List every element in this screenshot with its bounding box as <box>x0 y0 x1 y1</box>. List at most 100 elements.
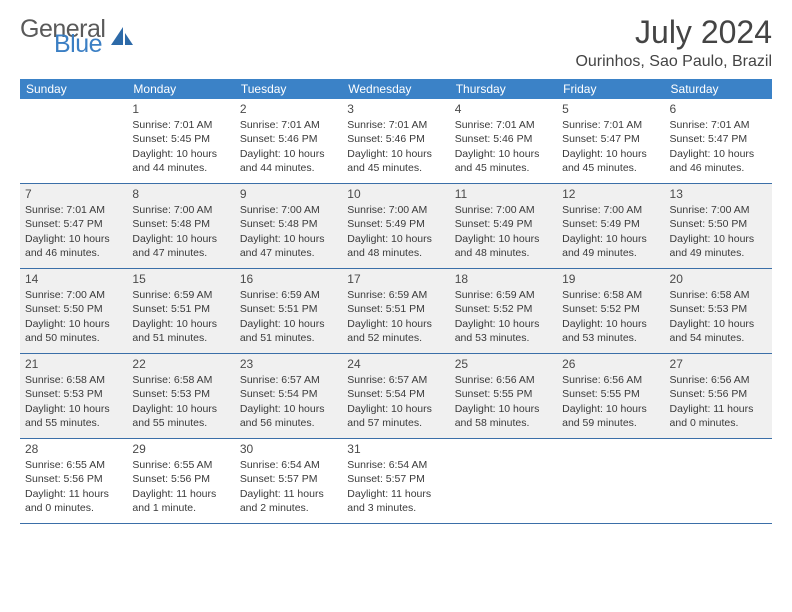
day-number: 9 <box>240 186 337 202</box>
info-line: and 47 minutes. <box>132 246 229 260</box>
info-line: Sunrise: 7:00 AM <box>670 203 767 217</box>
info-line: Sunset: 5:52 PM <box>455 302 552 316</box>
info-line: and 45 minutes. <box>347 161 444 175</box>
info-line: Sunrise: 7:01 AM <box>562 118 659 132</box>
info-line: Sunrise: 6:56 AM <box>455 373 552 387</box>
logo: General Blue <box>20 18 135 55</box>
day-number: 18 <box>455 271 552 287</box>
info-line: Daylight: 10 hours <box>455 232 552 246</box>
info-line: and 53 minutes. <box>562 331 659 345</box>
info-line: Sunset: 5:48 PM <box>132 217 229 231</box>
day-number: 17 <box>347 271 444 287</box>
info-line: Sunset: 5:48 PM <box>240 217 337 231</box>
info-line: Sunrise: 7:01 AM <box>25 203 122 217</box>
day-number: 22 <box>132 356 229 372</box>
day-cell: 7Sunrise: 7:01 AMSunset: 5:47 PMDaylight… <box>20 184 127 268</box>
info-line: and 0 minutes. <box>670 416 767 430</box>
day-header: Tuesday <box>235 79 342 99</box>
day-cell: 28Sunrise: 6:55 AMSunset: 5:56 PMDayligh… <box>20 439 127 523</box>
day-cell: 6Sunrise: 7:01 AMSunset: 5:47 PMDaylight… <box>665 99 772 183</box>
info-line: and 58 minutes. <box>455 416 552 430</box>
day-number: 25 <box>455 356 552 372</box>
day-number: 13 <box>670 186 767 202</box>
info-line: and 2 minutes. <box>240 501 337 515</box>
day-cell <box>450 439 557 523</box>
info-line: Sunset: 5:53 PM <box>132 387 229 401</box>
info-line: Sunrise: 7:01 AM <box>240 118 337 132</box>
info-line: and 45 minutes. <box>455 161 552 175</box>
day-cell <box>20 99 127 183</box>
info-line: Daylight: 10 hours <box>240 232 337 246</box>
day-number: 4 <box>455 101 552 117</box>
day-cell: 27Sunrise: 6:56 AMSunset: 5:56 PMDayligh… <box>665 354 772 438</box>
day-cell: 5Sunrise: 7:01 AMSunset: 5:47 PMDaylight… <box>557 99 664 183</box>
info-line: Sunrise: 6:56 AM <box>670 373 767 387</box>
info-line: Sunset: 5:51 PM <box>132 302 229 316</box>
day-header: Saturday <box>665 79 772 99</box>
info-line: Sunrise: 6:59 AM <box>132 288 229 302</box>
day-number: 16 <box>240 271 337 287</box>
day-cell: 13Sunrise: 7:00 AMSunset: 5:50 PMDayligh… <box>665 184 772 268</box>
week-row: 7Sunrise: 7:01 AMSunset: 5:47 PMDaylight… <box>20 184 772 269</box>
day-headers-row: SundayMondayTuesdayWednesdayThursdayFrid… <box>20 79 772 99</box>
info-line: Daylight: 10 hours <box>132 402 229 416</box>
info-line: Sunrise: 6:59 AM <box>347 288 444 302</box>
info-line: Sunrise: 6:58 AM <box>132 373 229 387</box>
info-line: Sunrise: 6:56 AM <box>562 373 659 387</box>
day-number: 30 <box>240 441 337 457</box>
day-cell: 18Sunrise: 6:59 AMSunset: 5:52 PMDayligh… <box>450 269 557 353</box>
day-cell: 20Sunrise: 6:58 AMSunset: 5:53 PMDayligh… <box>665 269 772 353</box>
info-line: Daylight: 10 hours <box>562 147 659 161</box>
info-line: Sunrise: 6:58 AM <box>670 288 767 302</box>
week-row: 1Sunrise: 7:01 AMSunset: 5:45 PMDaylight… <box>20 99 772 184</box>
info-line: Sunset: 5:50 PM <box>670 217 767 231</box>
info-line: Sunset: 5:54 PM <box>240 387 337 401</box>
day-number: 8 <box>132 186 229 202</box>
info-line: Daylight: 10 hours <box>25 317 122 331</box>
info-line: and 44 minutes. <box>132 161 229 175</box>
info-line: Sunset: 5:52 PM <box>562 302 659 316</box>
info-line: Sunset: 5:46 PM <box>347 132 444 146</box>
day-cell: 19Sunrise: 6:58 AMSunset: 5:52 PMDayligh… <box>557 269 664 353</box>
info-line: and 53 minutes. <box>455 331 552 345</box>
info-line: and 0 minutes. <box>25 501 122 515</box>
info-line: Daylight: 10 hours <box>455 317 552 331</box>
info-line: Daylight: 10 hours <box>25 232 122 246</box>
info-line: and 48 minutes. <box>347 246 444 260</box>
info-line: and 55 minutes. <box>25 416 122 430</box>
day-cell: 21Sunrise: 6:58 AMSunset: 5:53 PMDayligh… <box>20 354 127 438</box>
info-line: and 55 minutes. <box>132 416 229 430</box>
day-number: 31 <box>347 441 444 457</box>
day-header: Wednesday <box>342 79 449 99</box>
info-line: Sunset: 5:53 PM <box>670 302 767 316</box>
info-line: Sunset: 5:51 PM <box>347 302 444 316</box>
info-line: Sunset: 5:46 PM <box>455 132 552 146</box>
day-number: 2 <box>240 101 337 117</box>
info-line: Sunrise: 7:01 AM <box>132 118 229 132</box>
info-line: and 59 minutes. <box>562 416 659 430</box>
day-cell: 10Sunrise: 7:00 AMSunset: 5:49 PMDayligh… <box>342 184 449 268</box>
info-line: Sunset: 5:47 PM <box>670 132 767 146</box>
day-number: 5 <box>562 101 659 117</box>
info-line: and 46 minutes. <box>25 246 122 260</box>
info-line: Daylight: 11 hours <box>347 487 444 501</box>
day-header: Sunday <box>20 79 127 99</box>
day-number: 19 <box>562 271 659 287</box>
day-cell: 4Sunrise: 7:01 AMSunset: 5:46 PMDaylight… <box>450 99 557 183</box>
info-line: Daylight: 10 hours <box>132 317 229 331</box>
day-cell: 30Sunrise: 6:54 AMSunset: 5:57 PMDayligh… <box>235 439 342 523</box>
info-line: Sunset: 5:49 PM <box>455 217 552 231</box>
info-line: Sunset: 5:53 PM <box>25 387 122 401</box>
day-number: 23 <box>240 356 337 372</box>
day-cell: 26Sunrise: 6:56 AMSunset: 5:55 PMDayligh… <box>557 354 664 438</box>
title-block: July 2024 Ourinhos, Sao Paulo, Brazil <box>575 14 772 71</box>
info-line: Sunrise: 6:59 AM <box>240 288 337 302</box>
week-row: 21Sunrise: 6:58 AMSunset: 5:53 PMDayligh… <box>20 354 772 439</box>
sail-icon <box>109 25 135 52</box>
info-line: Daylight: 10 hours <box>562 402 659 416</box>
info-line: and 46 minutes. <box>670 161 767 175</box>
info-line: Sunrise: 7:00 AM <box>240 203 337 217</box>
info-line: Daylight: 10 hours <box>562 317 659 331</box>
info-line: Daylight: 10 hours <box>132 232 229 246</box>
week-row: 28Sunrise: 6:55 AMSunset: 5:56 PMDayligh… <box>20 439 772 524</box>
